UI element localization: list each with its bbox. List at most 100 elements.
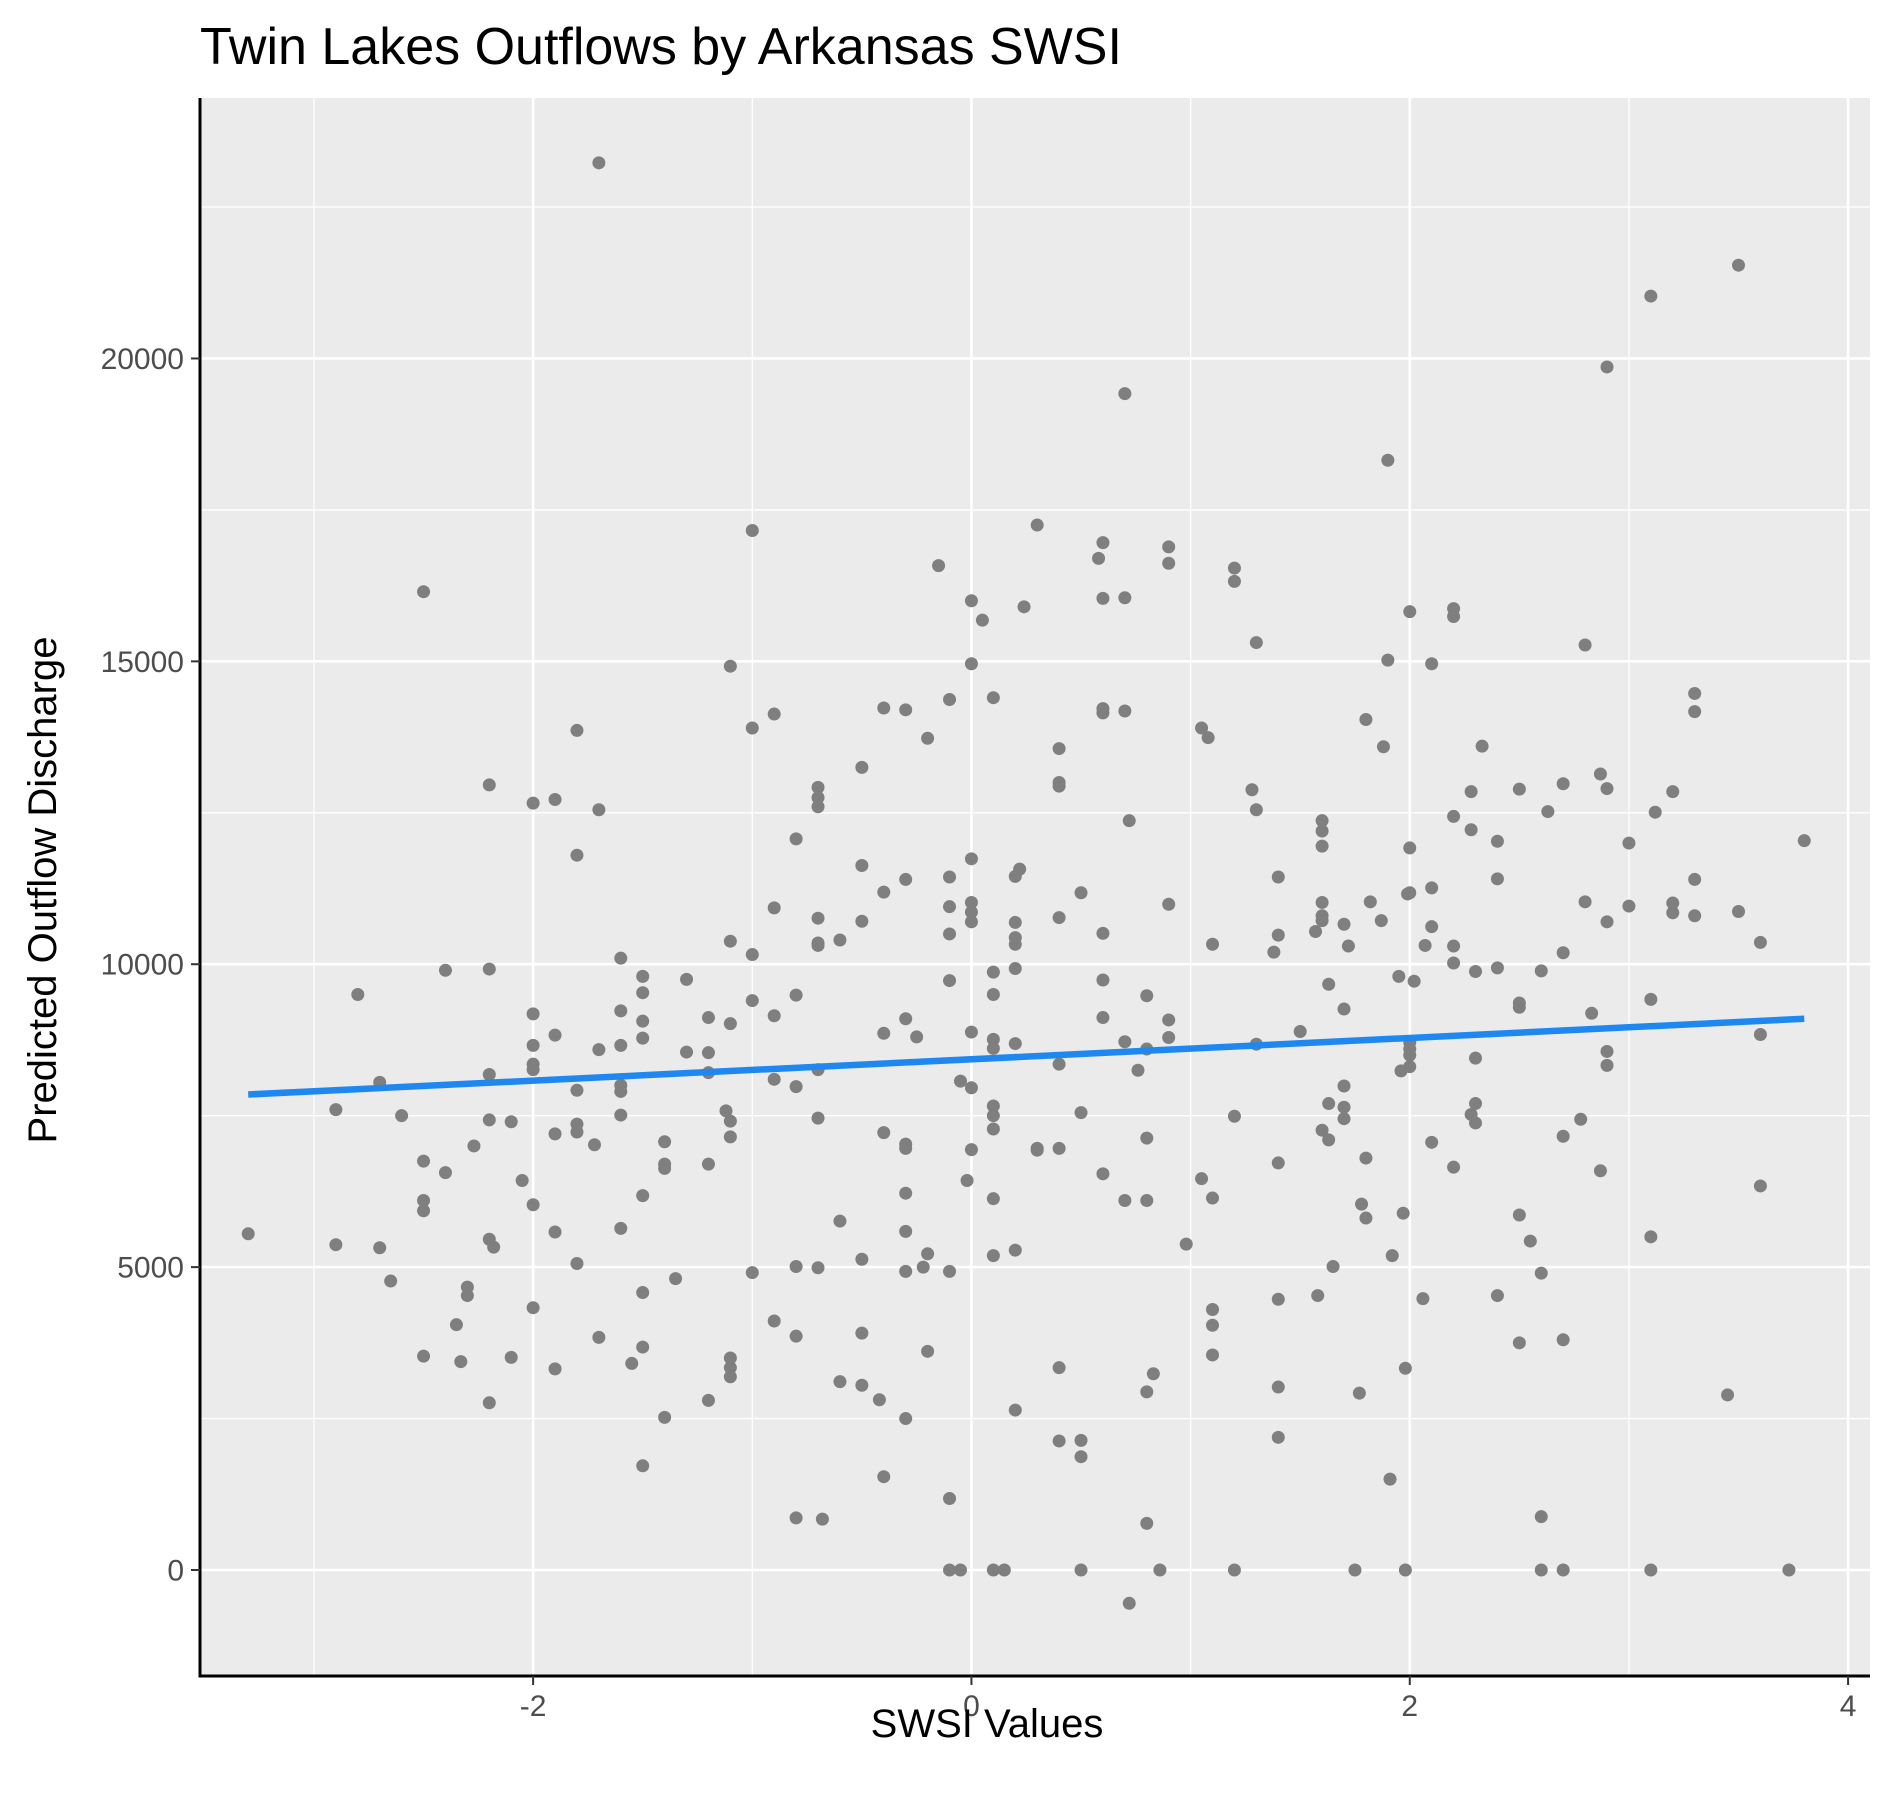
data-point (460, 1280, 474, 1294)
data-point (1052, 1141, 1066, 1155)
data-point (1512, 1000, 1526, 1014)
data-point (1096, 1011, 1110, 1025)
data-point (454, 1355, 468, 1369)
data-point (899, 1264, 913, 1278)
data-point (1348, 1563, 1362, 1577)
data-point (669, 1272, 683, 1286)
data-point (329, 1238, 343, 1252)
data-point (1162, 897, 1176, 911)
data-point (482, 1067, 496, 1081)
data-point (1407, 974, 1421, 988)
data-point (548, 1362, 562, 1376)
data-point (1585, 1006, 1599, 1020)
data-point (526, 1038, 540, 1052)
data-point (467, 1139, 481, 1153)
data-point (1118, 1035, 1132, 1049)
data-point (625, 1356, 639, 1370)
data-point (1008, 961, 1022, 975)
data-point (1008, 915, 1022, 929)
x-axis-title: SWSI Values (871, 1702, 1104, 1746)
data-point (986, 965, 1000, 979)
y-tick-label: 20000 (101, 343, 184, 376)
data-point (1398, 1563, 1412, 1577)
data-point (1206, 1303, 1220, 1317)
data-point (1311, 1289, 1325, 1303)
data-point (1490, 961, 1504, 975)
data-point (1227, 1563, 1241, 1577)
data-point (1534, 1563, 1548, 1577)
data-point (417, 1349, 431, 1363)
data-point (1052, 779, 1066, 793)
data-point (548, 1127, 562, 1141)
data-point (515, 1173, 529, 1187)
data-point (811, 1261, 825, 1275)
data-point (680, 972, 694, 986)
data-point (1797, 834, 1811, 848)
data-point (964, 915, 978, 929)
data-point (1227, 1109, 1241, 1123)
data-point (723, 1370, 737, 1384)
data-point (1600, 915, 1614, 929)
data-point (1359, 1211, 1373, 1225)
data-point (1341, 939, 1355, 953)
data-point (1475, 739, 1489, 753)
data-point (526, 1198, 540, 1212)
data-point (1118, 387, 1132, 401)
data-point (526, 1007, 540, 1021)
data-point (636, 1340, 650, 1354)
data-point (1556, 777, 1570, 791)
data-point (932, 559, 946, 573)
data-point (986, 1192, 1000, 1206)
data-point (614, 951, 628, 965)
data-point (1179, 1237, 1193, 1251)
data-point (1271, 1156, 1285, 1170)
data-point (1052, 911, 1066, 925)
data-point (1322, 1133, 1336, 1147)
data-point (811, 800, 825, 814)
data-point (1688, 872, 1702, 886)
data-point (482, 1396, 496, 1410)
data-point (811, 780, 825, 794)
data-point (1206, 937, 1220, 951)
data-point (1074, 886, 1088, 900)
data-point (1052, 742, 1066, 756)
data-point (1249, 636, 1263, 650)
data-point (872, 1393, 886, 1407)
data-point (943, 693, 957, 707)
data-point (943, 1492, 957, 1506)
data-point (1271, 1380, 1285, 1394)
data-point (1593, 767, 1607, 781)
data-point (1447, 939, 1461, 953)
data-point (1206, 1191, 1220, 1205)
x-tick-label: 2 (1401, 1690, 1418, 1723)
data-point (953, 1563, 967, 1577)
data-point (723, 659, 737, 673)
data-point (1052, 1434, 1066, 1448)
data-point (587, 1138, 601, 1152)
data-point (767, 901, 781, 915)
data-point (723, 934, 737, 948)
data-point (1403, 841, 1417, 855)
data-point (1403, 1060, 1417, 1074)
data-point (592, 156, 606, 170)
data-point (767, 1314, 781, 1328)
data-point (1322, 1097, 1336, 1111)
x-tick-label: -2 (520, 1690, 547, 1723)
data-point (986, 1563, 1000, 1577)
data-point (960, 1173, 974, 1187)
data-point (1688, 705, 1702, 719)
data-point (1245, 783, 1259, 797)
data-point (487, 1240, 501, 1254)
data-point (1322, 977, 1336, 991)
data-point (723, 1361, 737, 1375)
data-point (964, 657, 978, 671)
data-point (1600, 360, 1614, 374)
data-point (855, 760, 869, 774)
data-point (1118, 704, 1132, 718)
data-point (1074, 1450, 1088, 1464)
data-point (1096, 926, 1110, 940)
data-point (1271, 1292, 1285, 1306)
data-point (504, 1115, 518, 1129)
data-point (701, 1046, 715, 1060)
data-point (723, 1017, 737, 1031)
